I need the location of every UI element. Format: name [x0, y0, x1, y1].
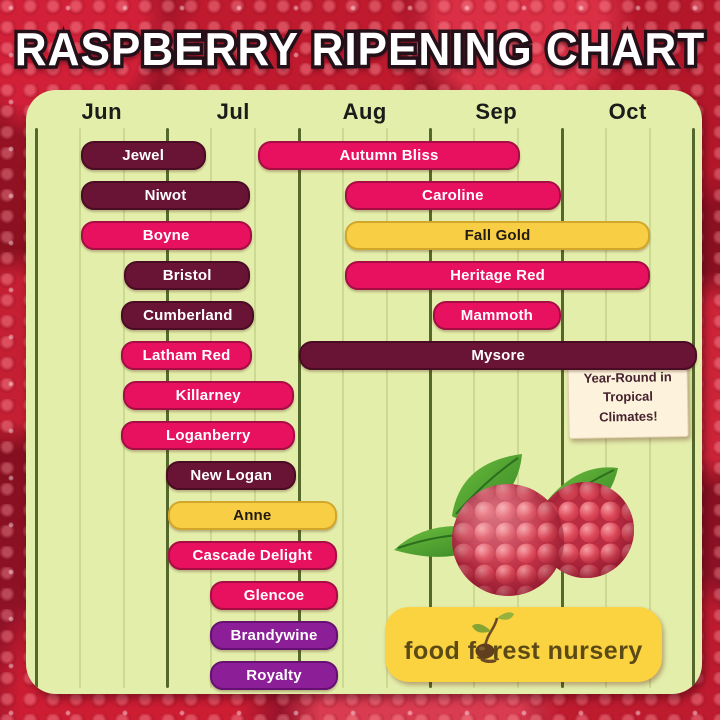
variety-bar-label: Anne — [233, 507, 272, 524]
month-label-sep: Sep — [475, 99, 518, 124]
variety-bar-cascade-delight: Cascade Delight — [167, 541, 338, 570]
variety-bar-loganberry: Loganberry — [121, 421, 296, 450]
gridline-month-3 — [429, 128, 432, 688]
gridline-month-0 — [34, 128, 38, 688]
variety-bar-niwot: Niwot — [80, 181, 251, 210]
variety-bar-label: Mysore — [471, 347, 526, 364]
variety-bar-label: Niwot — [144, 187, 187, 204]
sticky-note-text: Year-Round in Tropical Climates! — [583, 368, 672, 425]
chart-panel: Jun Jul Aug Sep Oct — [26, 90, 702, 694]
page-title-outline: RASPBERRY RIPENING CHART — [11, 20, 707, 79]
gridline-minor-0-1 — [78, 128, 81, 688]
variety-bar-mysore: Mysore — [299, 341, 698, 370]
seedling-icon — [472, 612, 514, 663]
variety-bar-mammoth: Mammoth — [433, 301, 561, 330]
variety-bar-autumn-bliss: Autumn Bliss — [258, 141, 520, 170]
raspberry-front — [452, 484, 564, 596]
variety-bar-new-logan: New Logan — [166, 461, 297, 490]
raspberry-illustration — [394, 454, 634, 596]
brand-logo: food forest nursery — [385, 607, 662, 682]
month-label-jun: Jun — [81, 99, 123, 124]
variety-bar-label: New Logan — [190, 467, 273, 484]
variety-bar-fall-gold: Fall Gold — [345, 221, 651, 250]
variety-bar-label: Autumn Bliss — [339, 147, 439, 164]
variety-bar-label: Latham Red — [142, 347, 231, 364]
gridline-minor-2-1 — [341, 128, 344, 688]
variety-bar-boyne: Boyne — [80, 221, 252, 250]
gridline-minor-3-2 — [517, 128, 520, 688]
month-label-jul: Jul — [216, 99, 250, 124]
gridline-month-2 — [297, 128, 301, 688]
variety-bar-glencoe: Glencoe — [209, 581, 339, 610]
variety-bar-latham-red: Latham Red — [121, 341, 252, 370]
variety-bar-label: Cumberland — [143, 307, 233, 324]
variety-bar-anne: Anne — [167, 501, 338, 530]
variety-bar-label: Fall Gold — [464, 227, 531, 244]
gridline-month-5 — [692, 128, 695, 688]
variety-bar-label: Royalty — [246, 667, 302, 684]
variety-bar-jewel: Jewel — [80, 141, 206, 170]
month-label-oct: Oct — [608, 99, 647, 124]
variety-bar-label: Killarney — [175, 387, 241, 404]
variety-bar-label: Caroline — [422, 187, 484, 204]
gridline-month-4 — [560, 128, 564, 688]
variety-bar-label: Jewel — [122, 147, 165, 164]
month-label-aug: Aug — [342, 99, 387, 124]
gridline-minor-0-2 — [122, 128, 125, 688]
variety-bar-heritage-red: Heritage Red — [345, 261, 651, 290]
variety-bar-label: Bristol — [162, 267, 212, 284]
variety-bar-label: Glencoe — [243, 587, 305, 604]
page-title-text: RASPBERRY RIPENING CHART — [14, 23, 706, 75]
variety-bar-label: Mammoth — [460, 307, 534, 324]
variety-bar-label: Heritage Red — [450, 267, 546, 284]
variety-bar-caroline: Caroline — [345, 181, 561, 210]
variety-bar-brandywine: Brandywine — [209, 621, 339, 650]
page-title: RASPBERRY RIPENING CHART RASPBERRY RIPEN… — [11, 20, 707, 84]
variety-bar-bristol: Bristol — [124, 261, 251, 290]
variety-bar-royalty: Royalty — [209, 661, 339, 690]
gridline-minor-2-2 — [385, 128, 388, 688]
variety-bar-label: Brandywine — [230, 627, 318, 644]
variety-bar-killarney: Killarney — [122, 381, 294, 410]
brand-logo-text: food forest nursery — [404, 637, 643, 665]
variety-bar-label: Loganberry — [166, 427, 251, 444]
gridline-minor-3-1 — [473, 128, 476, 688]
variety-bar-cumberland: Cumberland — [121, 301, 255, 330]
variety-bar-label: Boyne — [142, 227, 190, 244]
variety-bar-label: Cascade Delight — [192, 547, 313, 564]
